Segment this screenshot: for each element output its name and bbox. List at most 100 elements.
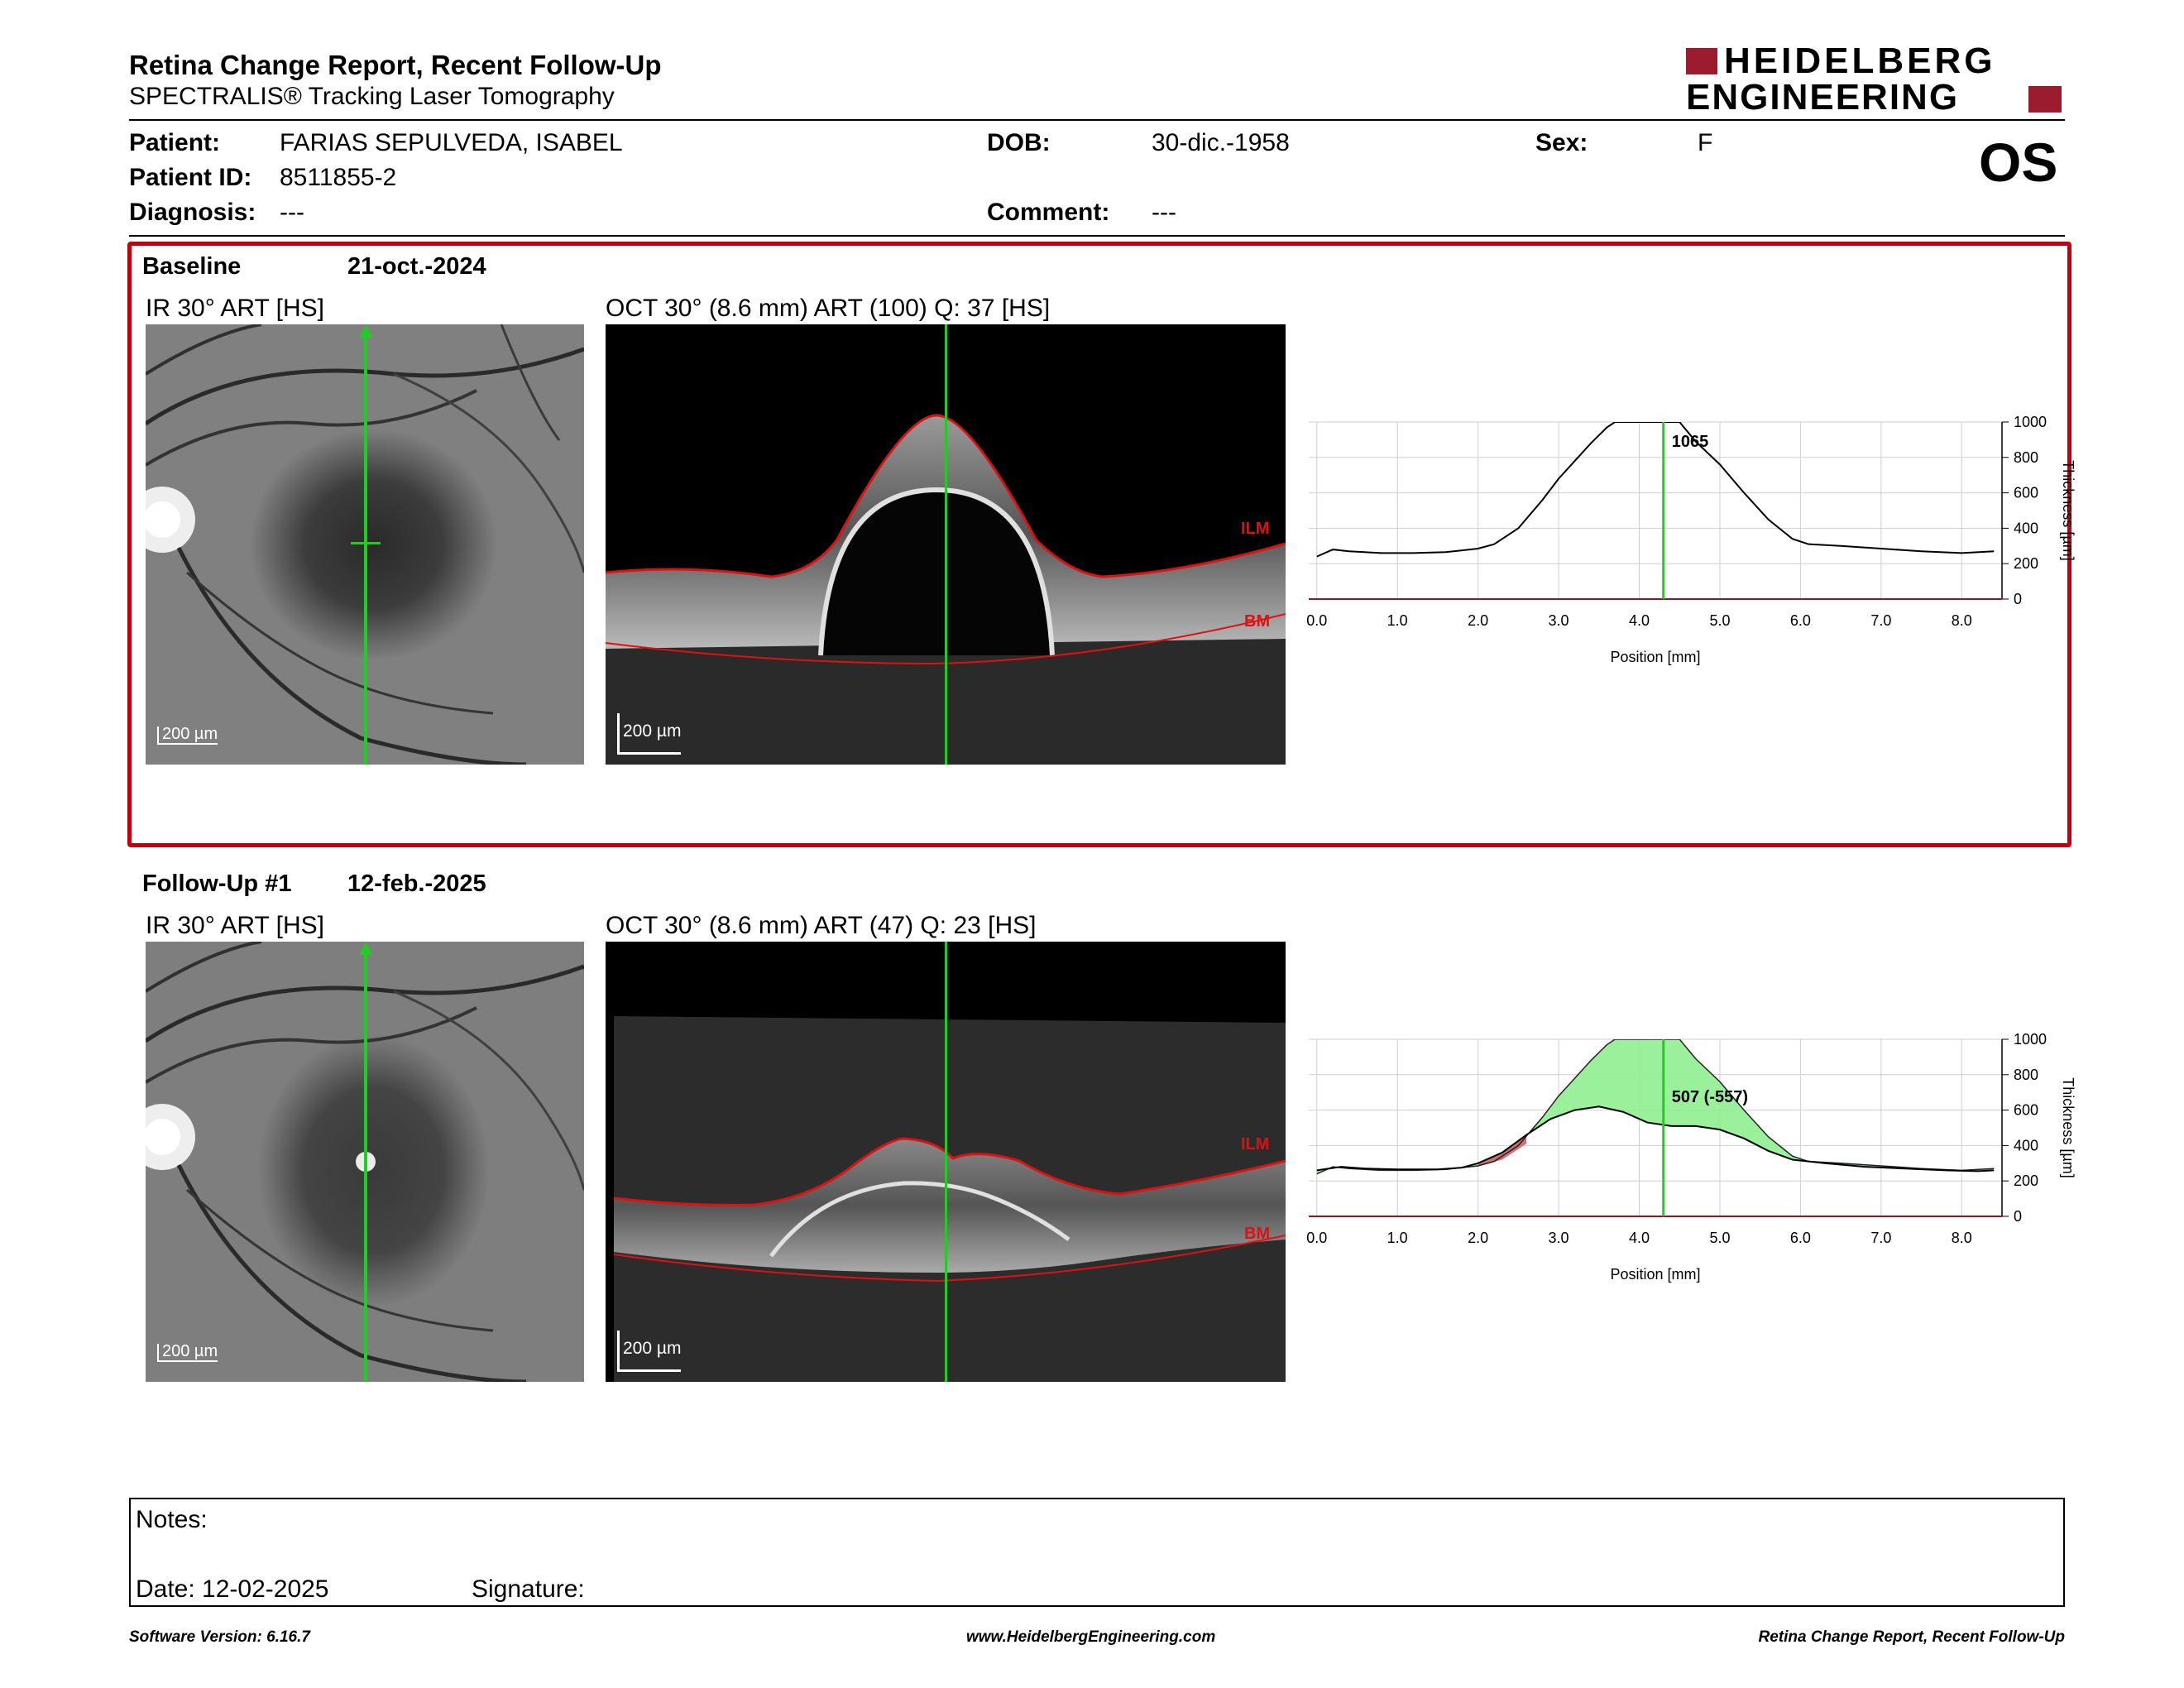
chart-x-axis-label: Position [mm]: [1610, 1266, 1700, 1283]
chart-y-tick-label: 600: [2014, 485, 2038, 501]
sex-value: F: [1698, 129, 1713, 156]
chart-x-tick-label: 5.0: [1709, 612, 1730, 629]
report-subtitle: SPECTRALIS® Tracking Laser Tomography: [129, 83, 615, 110]
baseline-oct-bscan-image: ILM BM 200 µm: [606, 324, 1286, 765]
followup-thickness-chart: 0.0 1.0 2.0 3.0 4.0 5.0 6.0 7.0 8.0 0 200 400 600 800…: [1306, 1031, 2076, 1283]
comment-label: Comment:: [987, 199, 1110, 226]
header-divider: [129, 119, 2065, 121]
notes-date: Date: 12-02-2025: [136, 1575, 329, 1603]
followup-bm-label: BM: [1244, 1225, 1271, 1243]
heidelberg-logo: HEIDELBERG ENGINEERING: [1686, 41, 2067, 117]
chart-x-tick-label: 4.0: [1629, 1230, 1650, 1246]
followup-date: 12-feb.-2025: [347, 870, 486, 897]
eye-indicator: OS: [1979, 132, 2058, 193]
signature-label: Signature:: [472, 1575, 585, 1603]
chart-x-axis-label: Position [mm]: [1610, 649, 1700, 665]
baseline-date: 21-oct.-2024: [347, 253, 486, 280]
patient-id-value: 8511855-2: [280, 164, 397, 191]
chart-x-tick-label: 6.0: [1790, 1230, 1811, 1246]
followup-ir-vessels: [146, 942, 584, 1382]
baseline-label: Baseline: [142, 253, 242, 280]
chart-y-tick-label: 800: [2014, 1067, 2038, 1083]
baseline-ir-vessels: [146, 324, 584, 765]
chart-difference-area: [1316, 1039, 1995, 1174]
chart-x-tick-label: 1.0: [1387, 1230, 1408, 1246]
chart-x-tick-label: 8.0: [1952, 1230, 1972, 1246]
dob-value: 30-dic.-1958: [1152, 129, 1290, 156]
chart-x-tick-label: 7.0: [1870, 612, 1891, 629]
followup-oct-cursor-line: [945, 942, 947, 1382]
chart-cursor-value: 507 (-557): [1672, 1088, 1748, 1106]
notes-box[interactable]: Notes: Date: 12-02-2025 Signature:: [129, 1498, 2065, 1607]
chart-y-tick-label: 1000: [2014, 414, 2047, 430]
chart-x-tick-label: 8.0: [1952, 612, 1972, 629]
patient-label: Patient:: [129, 129, 221, 156]
dob-label: DOB:: [987, 129, 1051, 156]
followup-ir-scan-line: [364, 945, 367, 1382]
chart-y-tick-label: 600: [2014, 1102, 2038, 1119]
chart-y-tick-label: 0: [2014, 1208, 2022, 1225]
followup-oct-caption: OCT 30° (8.6 mm) ART (47) Q: 23 [HS]: [606, 912, 1037, 939]
sex-label: Sex:: [1535, 129, 1588, 156]
chart-y-axis-label: Thickness [µm]: [2060, 1077, 2076, 1177]
footer-website: www.HeidelbergEngineering.com: [966, 1628, 1216, 1646]
diagnosis-label: Diagnosis:: [129, 199, 256, 226]
chart-x-tick-label: 1.0: [1387, 612, 1408, 629]
chart-y-tick-label: 800: [2014, 449, 2038, 466]
baseline-ir-scalebar: 200 µm: [157, 726, 218, 745]
patient-id-label: Patient ID:: [129, 164, 252, 191]
logo-square-bottom: [2028, 86, 2062, 113]
chart-y-tick-label: 1000: [2014, 1031, 2047, 1048]
chart-x-tick-label: 5.0: [1709, 1230, 1730, 1246]
followup-ir-caption: IR 30° ART [HS]: [146, 912, 324, 939]
chart-x-tick-label: 7.0: [1870, 1230, 1891, 1246]
chart-plot-area: [1316, 1039, 1995, 1175]
report-title: Retina Change Report, Recent Follow-Up: [129, 50, 662, 80]
followup-oct-bscan-image: ILM BM 200 µm: [606, 942, 1286, 1382]
baseline-ir-crosshair-icon: [351, 542, 381, 544]
diagnosis-value: ---: [280, 199, 304, 226]
logo-text-line1: HEIDELBERG: [1724, 41, 1996, 81]
baseline-highlight-box: [127, 242, 2071, 847]
chart-y-tick-label: 400: [2014, 520, 2038, 536]
chart-x-tick-label: 3.0: [1549, 612, 1569, 629]
baseline-ir-scan-arrow-icon: [359, 324, 372, 338]
baseline-oct-caption: OCT 30° (8.6 mm) ART (100) Q: 37 [HS]: [606, 295, 1051, 322]
chart-y-tick-label: 400: [2014, 1137, 2038, 1153]
chart-x-tick-label: 2.0: [1468, 612, 1488, 629]
chart-x-tick-label: 4.0: [1629, 612, 1650, 629]
baseline-oct-cursor-line: [945, 324, 947, 765]
chart-series-followup: [1316, 1105, 1995, 1172]
logo-text-line2: ENGINEERING: [1686, 77, 1960, 117]
patient-divider: [129, 235, 2065, 237]
patient-value: FARIAS SEPULVEDA, ISABEL: [280, 129, 623, 156]
logo-square-top: [1686, 48, 1717, 74]
baseline-oct-scalebar: 200 µm: [617, 713, 682, 755]
baseline-ir-scan-line: [364, 328, 367, 765]
chart-plot-area: [1316, 422, 1995, 558]
chart-y-tick-label: 0: [2014, 591, 2022, 607]
footer-report-name: Retina Change Report, Recent Follow-Up: [1758, 1628, 2065, 1646]
chart-y-tick-label: 200: [2014, 555, 2038, 572]
followup-ir-scan-arrow-icon: [359, 942, 372, 955]
chart-x-tick-label: 0.0: [1306, 1230, 1327, 1246]
chart-x-tick-label: 2.0: [1468, 1230, 1488, 1246]
comment-value: ---: [1152, 199, 1176, 226]
baseline-bm-label: BM: [1244, 612, 1271, 631]
chart-series-line: [1316, 422, 1995, 558]
chart-x-tick-label: 0.0: [1306, 612, 1327, 629]
notes-label: Notes:: [136, 1506, 208, 1533]
followup-oct-scalebar: 200 µm: [617, 1331, 682, 1372]
chart-y-axis-label: Thickness [µm]: [2060, 460, 2076, 560]
chart-x-tick-label: 3.0: [1549, 1230, 1569, 1246]
baseline-ir-caption: IR 30° ART [HS]: [146, 295, 324, 322]
chart-y-tick-label: 200: [2014, 1172, 2038, 1189]
footer-software-version: Software Version: 6.16.7: [129, 1628, 310, 1646]
baseline-ilm-label: ILM: [1241, 520, 1270, 538]
chart-cursor-value: 1065: [1672, 433, 1709, 451]
followup-ilm-label: ILM: [1241, 1135, 1270, 1153]
followup-label: Follow-Up #1: [142, 870, 292, 897]
baseline-ir-fundus-image: 200 µm: [146, 324, 584, 765]
followup-ir-scalebar: 200 µm: [157, 1343, 218, 1362]
baseline-thickness-chart: 0.0 1.0 2.0 3.0 4.0 5.0 6.0 7.0 8.0 0 200 400 600 800…: [1306, 414, 2076, 665]
